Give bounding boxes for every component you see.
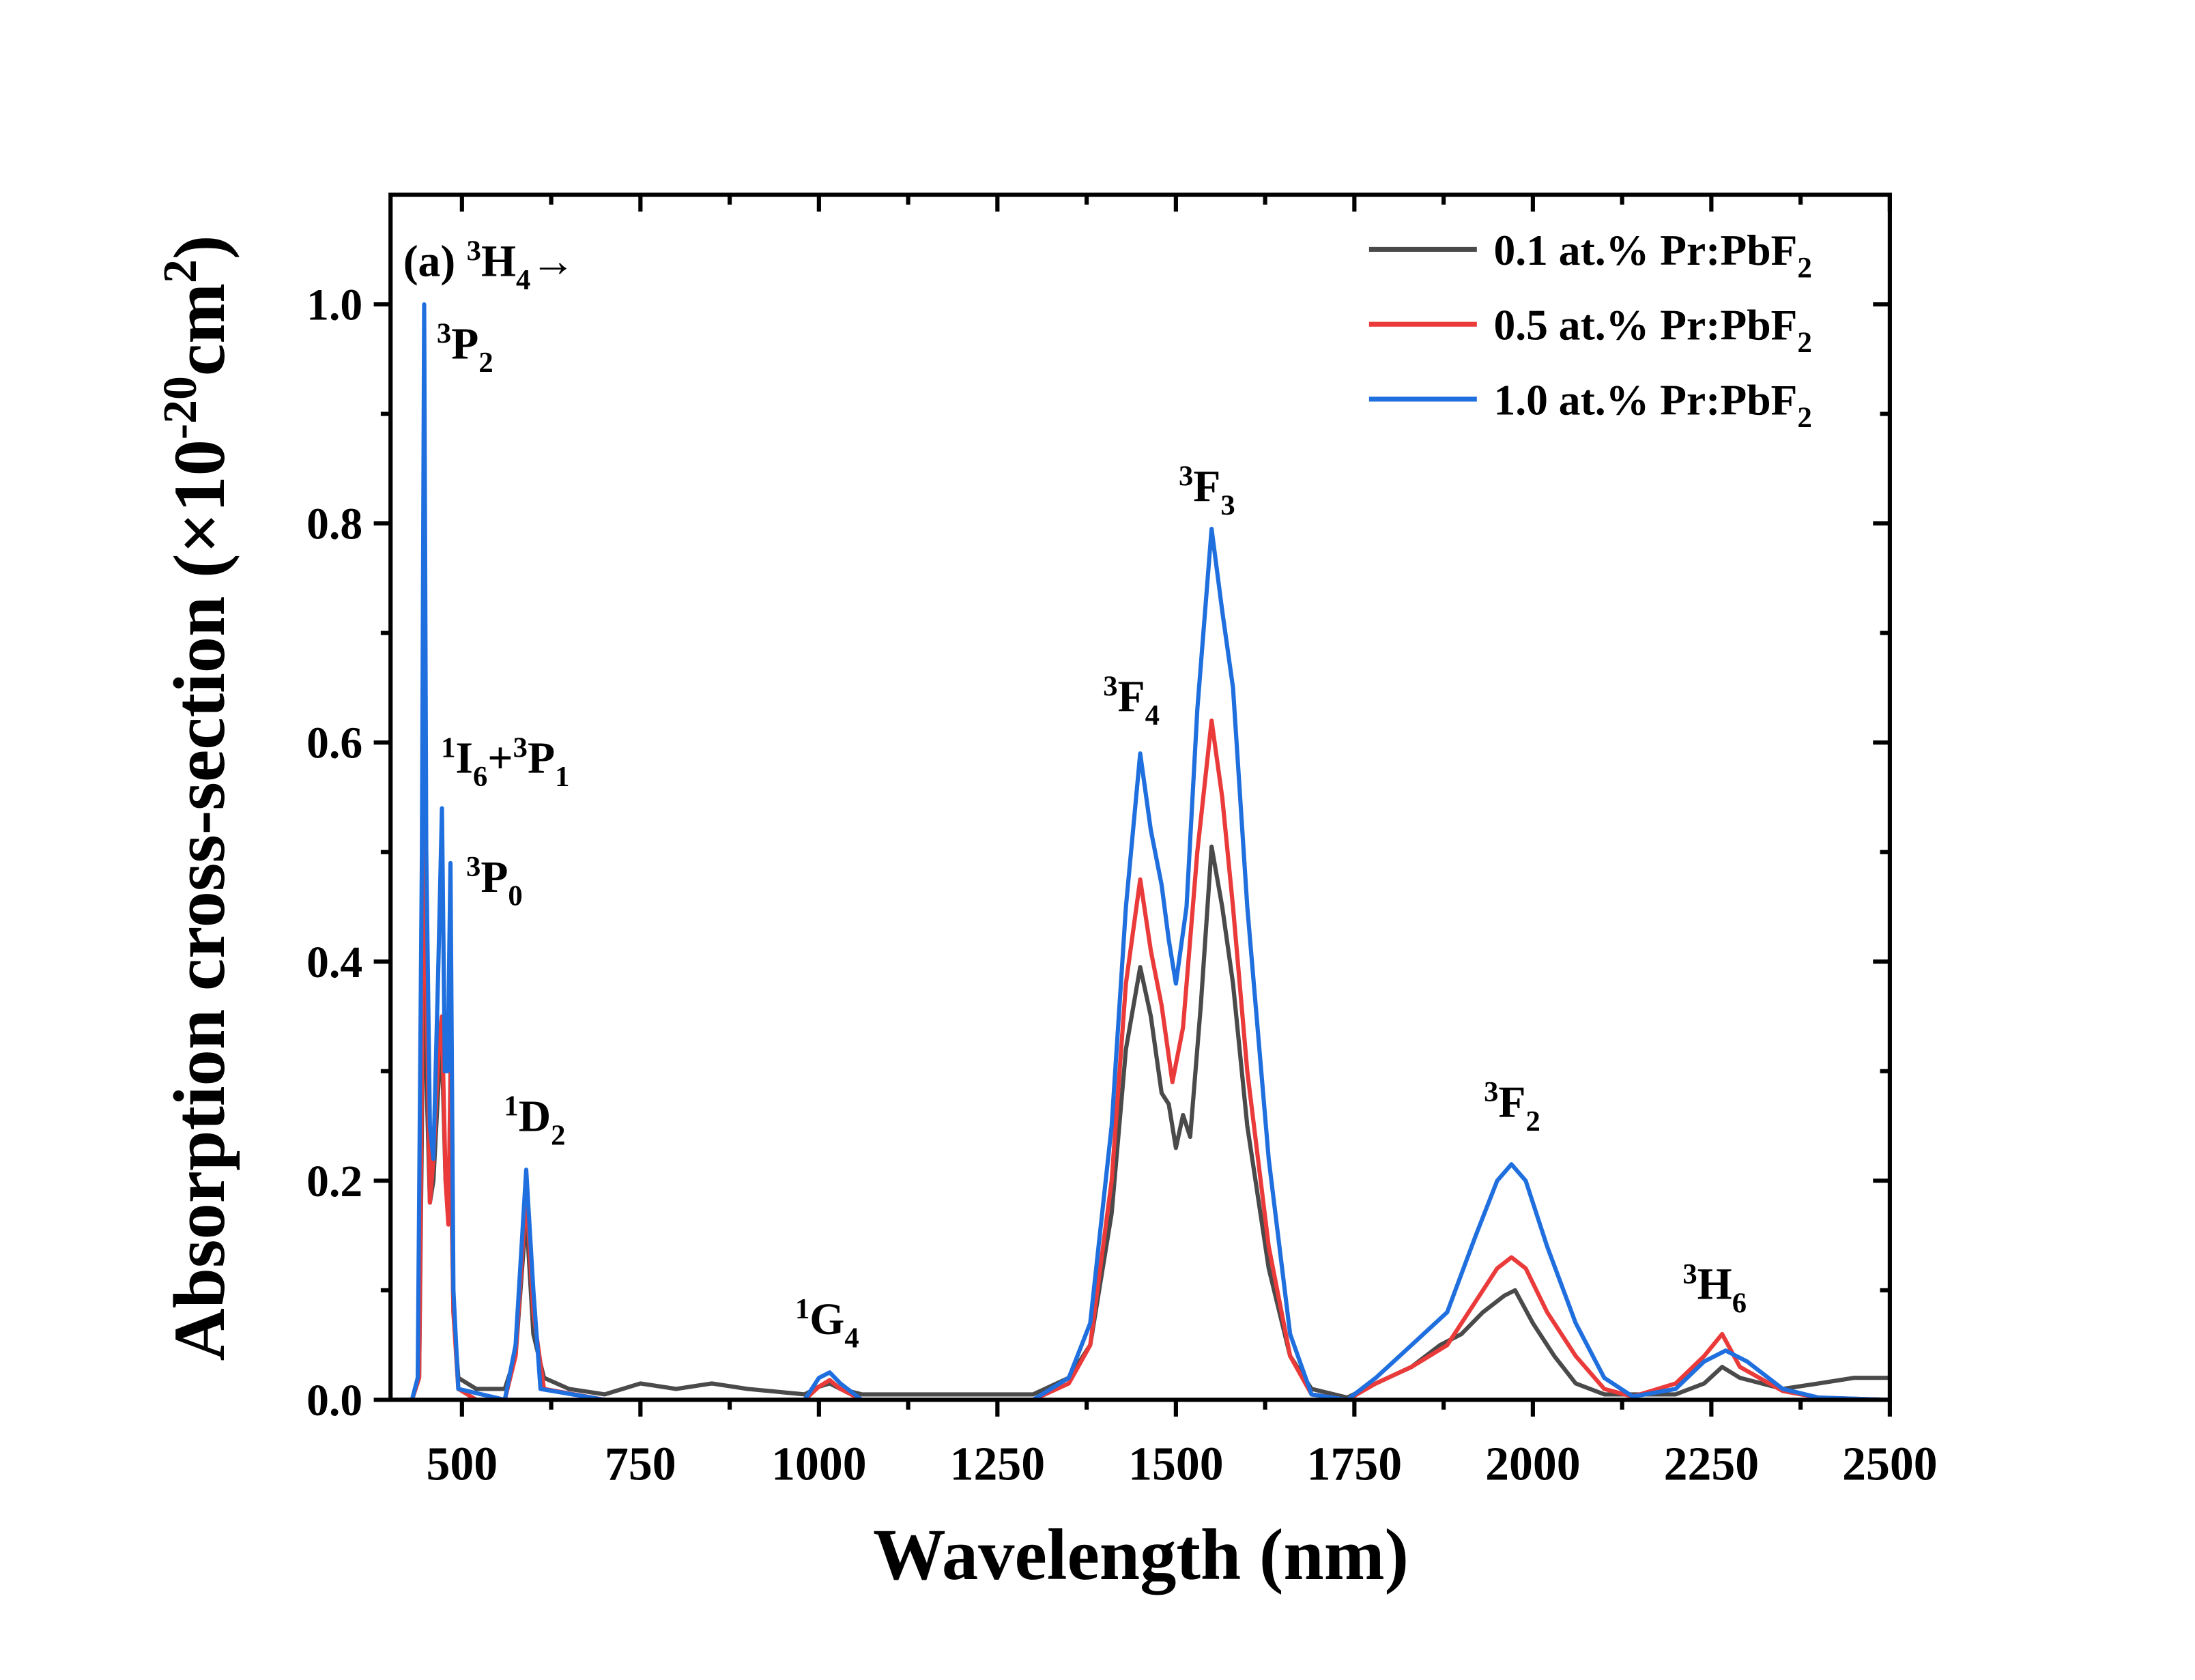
transition-label: 3P0 xyxy=(466,851,523,912)
annotation-part: 1 xyxy=(441,732,455,764)
panel-label: (a) 3H4→ xyxy=(403,235,575,296)
annotation-part: P xyxy=(480,853,508,902)
annotation-part: F xyxy=(1193,463,1220,512)
series-curves xyxy=(390,302,1890,1402)
annotation-part: (a) xyxy=(403,237,467,286)
annotation-part: 3 xyxy=(437,317,451,349)
legend-label: 0.5 at.% Pr:PbF xyxy=(1493,301,1797,349)
legend-entry: 0.1 at.% Pr:PbF2 xyxy=(1493,226,1812,284)
x-tick-label: 1000 xyxy=(771,1438,866,1490)
x-tick-label: 2500 xyxy=(1842,1438,1937,1490)
annotation-part: + xyxy=(487,734,513,783)
legend-label-sub: 2 xyxy=(1797,252,1812,284)
annotation-part: 3 xyxy=(467,235,481,267)
annotation-part: G xyxy=(809,1295,844,1344)
x-tick-label: 1750 xyxy=(1307,1438,1402,1490)
transition-label: 3P2 xyxy=(437,317,493,379)
annotation-part: 1 xyxy=(555,761,569,793)
annotation-part: → xyxy=(530,237,575,286)
annotation-part: H xyxy=(1697,1260,1732,1309)
y-tick-label: 0.4 xyxy=(306,938,362,987)
annotation-part: 1 xyxy=(504,1090,518,1123)
annotation-part: 6 xyxy=(473,761,487,793)
legend-label-sub: 2 xyxy=(1797,327,1812,359)
annotation-part: 3 xyxy=(1220,489,1235,521)
y-tick-label: 0.6 xyxy=(306,719,362,768)
annotation-part: 4 xyxy=(516,264,530,296)
annotation-part: 0 xyxy=(508,880,522,912)
legend-entry: 1.0 at.% Pr:PbF2 xyxy=(1493,375,1812,433)
transition-label: 3H6 xyxy=(1682,1258,1747,1320)
transition-label: 3F3 xyxy=(1179,461,1235,522)
y-tick-label: 0.8 xyxy=(306,500,362,549)
annotation-part: P xyxy=(528,734,555,783)
axis-ticks: 500 750 1000 1250 1500 1750 2000 2250 2500 0.0 0.2… xyxy=(306,194,1938,1490)
y-label-end: ) xyxy=(160,235,240,260)
y-label-unit: cm xyxy=(160,283,240,376)
annotation-part: 4 xyxy=(844,1322,859,1355)
annotation-part: 1 xyxy=(795,1293,809,1325)
y-axis-label: Absorption cross-section (×10-20cm2) xyxy=(154,235,240,1361)
x-tick-label: 2250 xyxy=(1664,1438,1759,1490)
transition-label: 1G4 xyxy=(795,1293,859,1355)
y-tick-label: 0.2 xyxy=(306,1157,362,1206)
annotation-part: H xyxy=(481,237,516,286)
series-line-2 xyxy=(390,302,1890,1402)
plot-frame xyxy=(388,192,1892,1402)
legend-entry: 0.5 at.% Pr:PbF2 xyxy=(1493,301,1812,359)
annotation-part: 3 xyxy=(1484,1076,1498,1108)
annotation-part: 3 xyxy=(466,851,480,883)
annotation-part: I xyxy=(455,734,473,783)
annotation-part: 3 xyxy=(1682,1258,1697,1290)
annotation-part: P xyxy=(451,319,478,368)
legend-label: 1.0 at.% Pr:PbF xyxy=(1493,375,1797,424)
transition-label: 3F4 xyxy=(1103,670,1160,732)
x-tick-label: 750 xyxy=(605,1438,676,1490)
annotation-part: F xyxy=(1498,1078,1525,1127)
x-tick-label: 2000 xyxy=(1485,1438,1580,1490)
annotation-part: 4 xyxy=(1145,699,1160,732)
y-tick-label: 1.0 xyxy=(306,281,362,330)
series-line-1 xyxy=(390,631,1890,1402)
annotation-part: 2 xyxy=(478,347,493,379)
transition-label: 1I6+3P1 xyxy=(441,732,569,794)
legend-label: 0.1 at.% Pr:PbF xyxy=(1493,226,1797,274)
y-label-unit-exp: 2 xyxy=(154,259,207,283)
annotation-part: 3 xyxy=(513,732,528,764)
x-tick-label: 1500 xyxy=(1128,1438,1223,1490)
y-tick-label: 0.0 xyxy=(306,1376,362,1425)
y-label-base: Absorption cross-section (×10 xyxy=(160,439,240,1361)
x-tick-label: 1250 xyxy=(950,1438,1045,1490)
annotation-part: 2 xyxy=(551,1119,565,1151)
annotation-part: 3 xyxy=(1179,461,1193,493)
y-label-exp: -20 xyxy=(154,376,207,439)
annotation-part: 3 xyxy=(1103,670,1117,702)
transition-label: 3F2 xyxy=(1484,1076,1540,1138)
annotation-part: 2 xyxy=(1526,1105,1540,1138)
x-axis-label: Wavelength (nm) xyxy=(873,1515,1409,1595)
annotation-part: D xyxy=(519,1092,551,1142)
x-tick-label: 500 xyxy=(427,1438,498,1490)
annotation-part: F xyxy=(1118,672,1145,721)
legend-label-sub: 2 xyxy=(1797,402,1812,434)
annotation-part: 6 xyxy=(1732,1287,1747,1319)
transition-label: 1D2 xyxy=(504,1090,565,1152)
